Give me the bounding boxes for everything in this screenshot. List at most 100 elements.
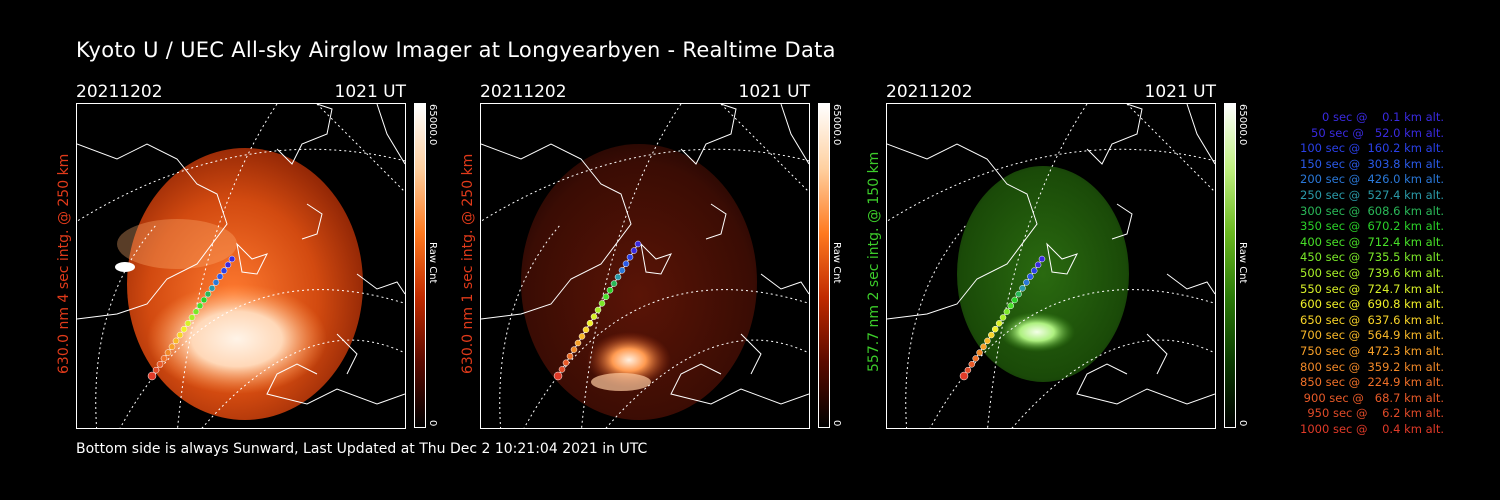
- colorbar-title: Raw Cnt: [1237, 242, 1248, 284]
- trajectory-point: [208, 285, 216, 292]
- panel-date: 20211202: [886, 82, 973, 102]
- trajectory-point: [984, 337, 991, 345]
- trajectory-point: [578, 333, 586, 340]
- trajectory: [959, 255, 1046, 381]
- colorbar-max-label: 65000.0: [831, 104, 842, 146]
- panel-side-label: 557.7 nm 2 sec intg. @ 150 km: [866, 151, 882, 372]
- legend-item: 1000 sec @ 0.4 km alt.: [1300, 421, 1444, 436]
- colorbar-min-label: 0: [1237, 420, 1248, 427]
- legend-item: 850 sec @ 224.9 km alt.: [1296, 375, 1444, 390]
- panel-date: 20211202: [480, 82, 567, 102]
- legend-item: 50 sec @ 52.0 km alt.: [1303, 125, 1444, 140]
- trajectory-point: [200, 296, 208, 304]
- legend-item: 450 sec @ 735.5 km alt.: [1296, 250, 1444, 265]
- colorbar-title: Raw Cnt: [831, 242, 842, 284]
- trajectory-point: [1003, 308, 1011, 315]
- colorbar-title: Raw Cnt: [427, 242, 438, 284]
- trajectory-point: [1007, 302, 1015, 310]
- legend-item: 350 sec @ 670.2 km alt.: [1296, 219, 1444, 234]
- aurora-bright-region: [147, 284, 327, 394]
- trajectory-point: [192, 308, 200, 315]
- panel-date: 20211202: [76, 82, 163, 102]
- trajectory-point: [164, 349, 172, 356]
- trajectory-point: [1027, 273, 1034, 280]
- trajectory-legend: 0 sec @ 0.1 km alt. 50 sec @ 52.0 km alt…: [1262, 110, 1444, 437]
- trajectory-point: [590, 313, 598, 320]
- trajectory-point: [582, 326, 590, 334]
- page-title: Kyoto U / UEC All-sky Airglow Imager at …: [76, 38, 836, 62]
- trajectory-point: [212, 279, 220, 286]
- trajectory-point: [228, 255, 236, 263]
- trajectory-point: [562, 359, 570, 367]
- trajectory-point: [160, 355, 168, 362]
- trajectory-point: [1011, 296, 1018, 304]
- trajectory-point: [610, 280, 618, 287]
- trajectory: [553, 240, 642, 381]
- trajectory-point: [594, 306, 602, 314]
- colorbar-min-label: 0: [831, 420, 842, 427]
- trajectory-point: [959, 371, 969, 381]
- trajectory-point: [216, 273, 224, 280]
- panel-time: 1021 UT: [1144, 82, 1217, 102]
- trajectory-point: [618, 267, 626, 274]
- panel-630nm-4sec: 20211202 1021 UT: [56, 82, 407, 430]
- allsky-map: [77, 104, 405, 428]
- legend-item: 0 sec @ 0.1 km alt.: [1311, 110, 1444, 124]
- legend-item: 750 sec @ 472.3 km alt.: [1296, 343, 1444, 358]
- trajectory-point: [558, 366, 566, 373]
- trajectory-point: [553, 371, 563, 381]
- trajectory-point: [180, 325, 188, 333]
- legend-item: 150 sec @ 303.8 km alt.: [1296, 156, 1444, 171]
- trajectory-point: [999, 314, 1007, 321]
- legend-item: 700 sec @ 564.9 km alt.: [1296, 328, 1444, 343]
- trajectory-point: [598, 300, 606, 307]
- trajectory-point: [1023, 279, 1030, 286]
- trajectory-point: [196, 302, 204, 310]
- footer-note: Bottom side is always Sunward, Last Upda…: [76, 441, 648, 457]
- trajectory-point: [1030, 267, 1038, 274]
- trajectory-point: [176, 331, 184, 339]
- trajectory-point: [188, 314, 196, 321]
- legend-item: 550 sec @ 724.7 km alt.: [1296, 281, 1444, 296]
- allsky-image: [480, 103, 810, 429]
- trajectory-point: [156, 361, 164, 368]
- trajectory-point: [602, 293, 610, 301]
- legend-item: 250 sec @ 527.4 km alt.: [1296, 187, 1444, 202]
- trajectory-point: [964, 366, 972, 374]
- allsky-map: [887, 104, 1215, 428]
- trajectory-point: [204, 290, 212, 298]
- trajectory-point: [172, 337, 180, 345]
- trajectory-point: [995, 320, 1003, 327]
- trajectory-point: [988, 331, 995, 339]
- trajectory-point: [980, 343, 987, 350]
- trajectory-point: [606, 286, 614, 294]
- legend-item: 800 sec @ 359.2 km alt.: [1296, 359, 1444, 374]
- trajectory-point: [147, 371, 157, 381]
- trajectory-point: [184, 320, 192, 327]
- allsky-map: [481, 104, 809, 428]
- trajectory-point: [968, 361, 976, 368]
- panel-time: 1021 UT: [738, 82, 811, 102]
- trajectory-point: [1034, 261, 1042, 269]
- trajectory: [147, 255, 236, 381]
- trajectory-point: [224, 261, 232, 269]
- legend-item: 400 sec @ 712.4 km alt.: [1296, 234, 1444, 249]
- trajectory-point: [634, 240, 642, 248]
- aurora-bright-region: [999, 312, 1075, 352]
- allsky-image: [76, 103, 406, 429]
- trajectory-point: [586, 319, 594, 327]
- colorbar-red-2: [818, 103, 830, 428]
- trajectory-point: [991, 325, 999, 333]
- legend-item: 500 sec @ 739.6 km alt.: [1296, 265, 1444, 280]
- panel-630nm-1sec: 20211202 1021 UT: [460, 82, 811, 430]
- trajectory-point: [630, 247, 638, 254]
- colorbar-min-label: 0: [427, 420, 438, 427]
- trajectory-point: [976, 349, 983, 356]
- trajectory-point: [1038, 255, 1046, 263]
- panel-557nm-2sec: 20211202 1021 UT: [866, 82, 1217, 430]
- trajectory-point: [1019, 285, 1026, 292]
- colorbar-red-1: [414, 103, 426, 428]
- airglow-disk: [521, 144, 757, 420]
- panel-time: 1021 UT: [334, 82, 407, 102]
- trajectory-point: [574, 339, 582, 347]
